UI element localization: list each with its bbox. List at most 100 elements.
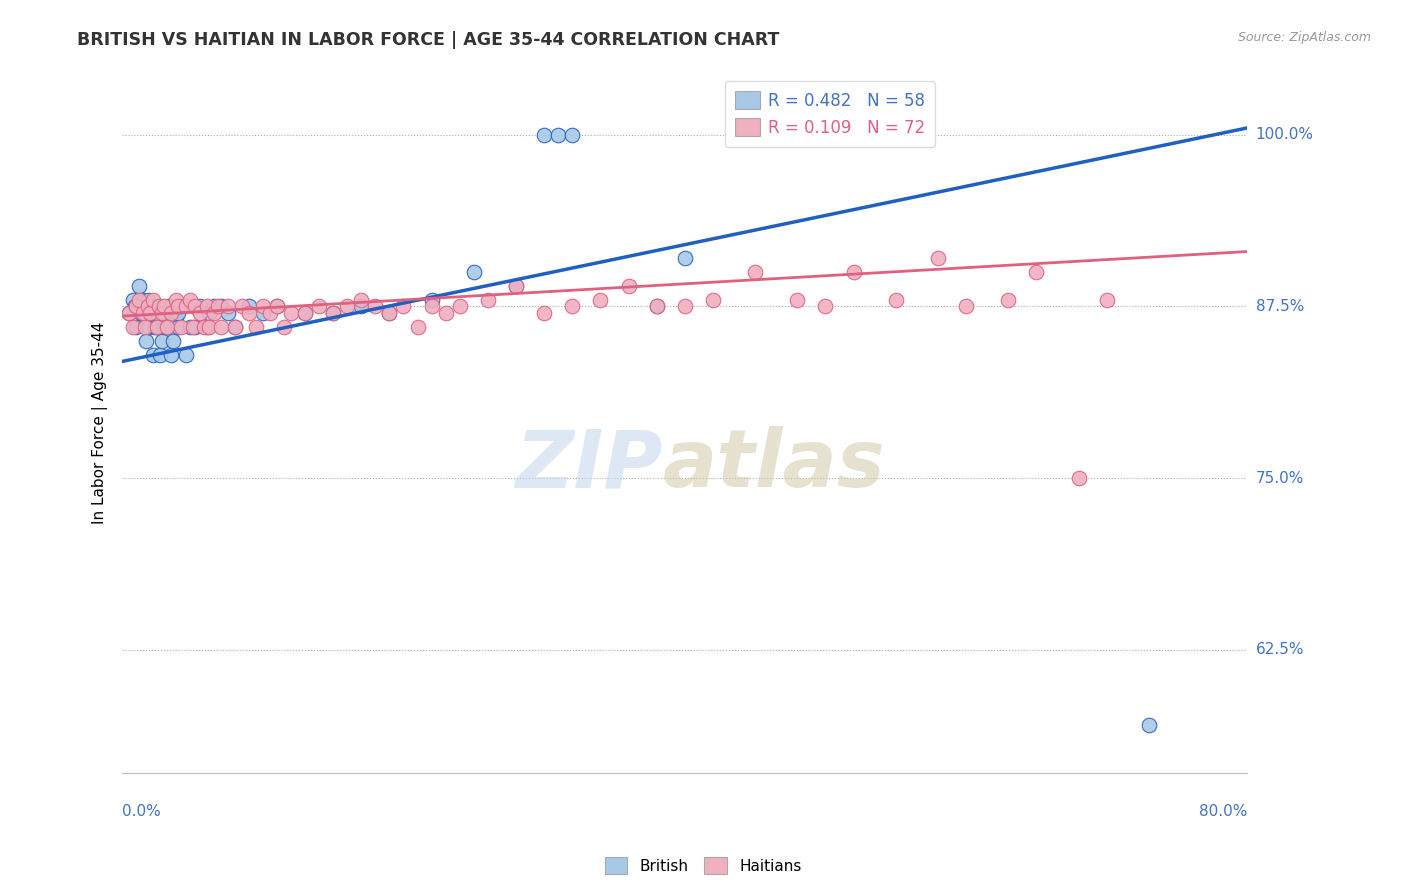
Point (927, 252, 949, 266)
Point (135, 334, 157, 348)
Point (224, 320, 246, 334)
Point (533, 128, 555, 142)
Point (217, 300, 239, 314)
Point (195, 320, 218, 334)
Point (195, 300, 218, 314)
Point (179, 320, 201, 334)
Point (129, 306, 152, 320)
Point (202, 300, 225, 314)
Text: atlas: atlas (662, 426, 884, 504)
Point (231, 300, 253, 314)
Point (477, 293, 499, 307)
Point (1025, 265, 1047, 279)
Text: ZIP: ZIP (515, 426, 662, 504)
Point (179, 293, 201, 307)
Text: 75.0%: 75.0% (1256, 471, 1303, 485)
Point (118, 306, 141, 320)
Point (157, 300, 180, 314)
Text: 87.5%: 87.5% (1256, 299, 1303, 314)
Point (561, 128, 583, 142)
Point (280, 306, 302, 320)
Point (136, 293, 159, 307)
Point (463, 265, 485, 279)
Point (364, 300, 387, 314)
Point (378, 306, 401, 320)
Point (997, 293, 1019, 307)
Point (153, 300, 176, 314)
Point (744, 265, 766, 279)
Point (136, 300, 159, 314)
Point (266, 300, 288, 314)
Point (1095, 293, 1118, 307)
Point (406, 320, 429, 334)
Point (350, 300, 373, 314)
Point (125, 300, 148, 314)
Point (160, 306, 183, 320)
Point (238, 306, 260, 320)
Point (134, 320, 156, 334)
Point (134, 306, 156, 320)
Text: BRITISH VS HAITIAN IN LABOR FORCE | AGE 35-44 CORRELATION CHART: BRITISH VS HAITIAN IN LABOR FORCE | AGE … (77, 31, 780, 49)
Point (188, 300, 211, 314)
Point (955, 300, 977, 314)
Point (148, 300, 170, 314)
Point (273, 320, 295, 334)
Point (142, 293, 165, 307)
Text: 100.0%: 100.0% (1256, 128, 1313, 143)
Point (645, 300, 668, 314)
Point (188, 306, 211, 320)
Point (198, 320, 221, 334)
Point (146, 320, 169, 334)
Point (420, 300, 443, 314)
Point (589, 293, 612, 307)
Point (322, 306, 344, 320)
Point (252, 306, 274, 320)
Point (148, 300, 170, 314)
Point (139, 306, 162, 320)
Point (174, 347, 197, 361)
Point (209, 300, 232, 314)
Point (132, 300, 155, 314)
Point (170, 320, 193, 334)
Text: Source: ZipAtlas.com: Source: ZipAtlas.com (1237, 31, 1371, 45)
Point (252, 300, 274, 314)
Point (160, 347, 183, 361)
Point (184, 320, 207, 334)
Point (814, 300, 837, 314)
Point (167, 306, 190, 320)
Point (350, 293, 373, 307)
Point (149, 347, 172, 361)
Y-axis label: In Labor Force | Age 35-44: In Labor Force | Age 35-44 (93, 322, 108, 524)
Point (224, 320, 246, 334)
Point (378, 306, 401, 320)
Point (561, 300, 583, 314)
Point (181, 300, 204, 314)
Text: 62.5%: 62.5% (1256, 642, 1305, 657)
Point (165, 293, 187, 307)
Point (434, 306, 457, 320)
Point (884, 293, 907, 307)
Point (505, 278, 527, 293)
Point (198, 306, 221, 320)
Point (336, 300, 359, 314)
Point (143, 320, 166, 334)
Point (156, 320, 179, 334)
Point (146, 320, 169, 334)
Point (505, 278, 527, 293)
Point (420, 293, 443, 307)
Point (266, 300, 288, 314)
Point (138, 320, 160, 334)
Point (392, 300, 415, 314)
Point (153, 320, 176, 334)
Point (146, 306, 169, 320)
Legend: R = 0.482   N = 58, R = 0.109   N = 72: R = 0.482 N = 58, R = 0.109 N = 72 (724, 81, 935, 147)
Point (118, 306, 141, 320)
Point (122, 320, 145, 334)
Point (533, 306, 555, 320)
Point (167, 300, 190, 314)
Point (142, 347, 165, 361)
Point (1306, 293, 1329, 307)
Point (322, 306, 344, 320)
Point (128, 293, 150, 307)
Point (125, 320, 148, 334)
